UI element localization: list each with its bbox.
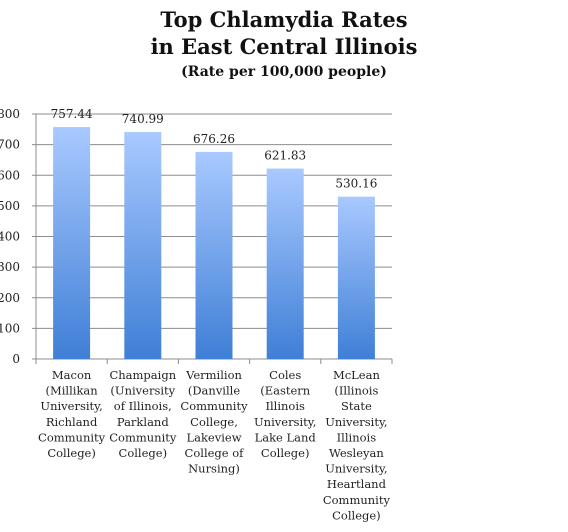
chart-title: Top Chlamydia Rates in East Central Illi… (0, 6, 568, 82)
y-tick-label: 400 (0, 230, 20, 244)
y-tick-label: 200 (0, 291, 20, 305)
data-label: 621.83 (264, 149, 306, 163)
labels: 0 100 200 300 400 500 600 700 800 757.44 Macon (Mil… (0, 107, 390, 522)
bar (53, 127, 91, 359)
bar (124, 132, 162, 359)
y-tick-label: 600 (0, 168, 20, 182)
chart-title-line-2: in East Central Illinois (150, 34, 418, 59)
bar (337, 196, 375, 359)
x-category-label: Vermilion (Danville Community College, Lakev… (180, 368, 248, 476)
x-category-label: Coles (Eastern Illinois University, Lake Lan… (254, 368, 316, 460)
y-tick-label: 300 (0, 260, 20, 274)
chart-subtitle: (Rate per 100,000 people) (181, 64, 387, 80)
y-tick-label: 700 (0, 138, 20, 152)
x-category-label: Champaign (University of Illinois, Parkland… (109, 368, 177, 460)
bar (195, 151, 233, 359)
y-tick-label: 0 (12, 352, 20, 366)
data-label: 530.16 (335, 177, 377, 191)
data-label: 757.44 (51, 107, 93, 121)
y-tick-label: 100 (0, 321, 20, 335)
data-label: 740.99 (122, 112, 164, 126)
bars (53, 127, 375, 359)
y-tick-label: 500 (0, 199, 20, 213)
y-tick-label: 800 (0, 107, 20, 121)
x-category-label: McLean (Illinois State University, Illinois W… (323, 368, 391, 522)
bar (266, 168, 304, 359)
chart-title-line-1: Top Chlamydia Rates (160, 7, 408, 32)
x-category-label: Macon (Millikan University, Richland Communi… (38, 368, 106, 460)
data-label: 676.26 (193, 132, 235, 146)
